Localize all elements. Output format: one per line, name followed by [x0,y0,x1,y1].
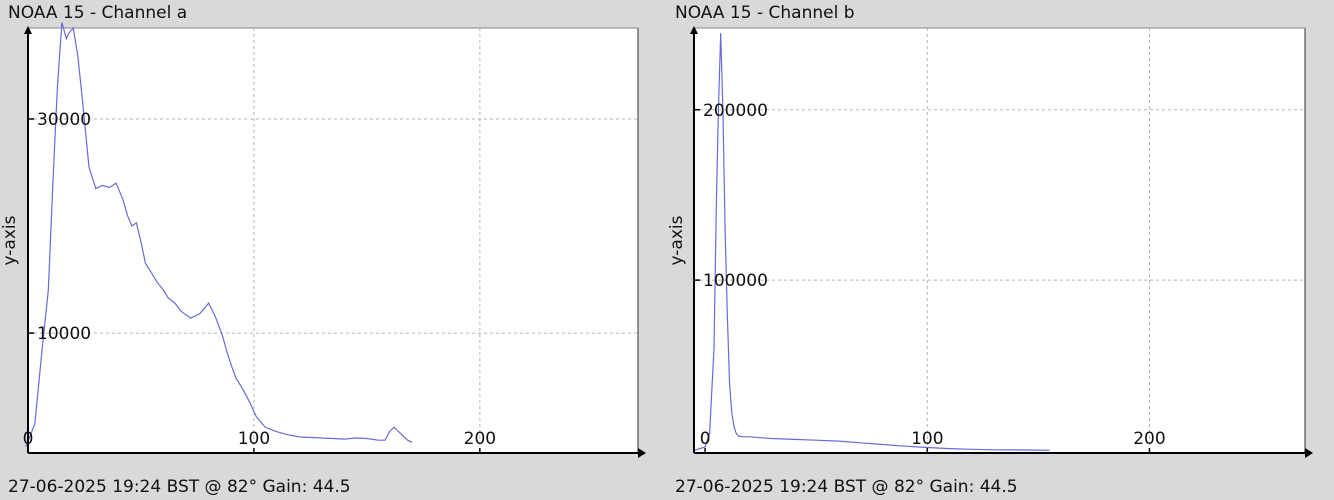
chart-title: NOAA 15 - Channel b [675,3,855,23]
y-axis-arrow [690,26,698,34]
chart-title: NOAA 15 - Channel a [8,3,188,23]
y-tick-label: 30000 [37,110,91,130]
x-tick-label: 100 [911,429,943,449]
chart-footer: 27-06-2025 19:24 BST @ 82° Gain: 44.5 [675,477,1018,497]
x-tick-label: 100 [238,429,270,449]
x-axis-arrow [638,448,646,458]
y-tick-label: 200000 [703,101,768,121]
y-tick-label: 10000 [37,324,91,344]
plot-area-b: 0 100 200 100000 200000 y-axis [667,26,1313,458]
chart-footer: 27-06-2025 19:24 BST @ 82° Gain: 44.5 [8,477,351,497]
x-tick-label: 200 [1133,429,1165,449]
x-tick-label: 0 [23,429,34,449]
y-axis-label: y-axis [0,215,20,265]
y-tick-label: 100000 [703,271,768,291]
chart-panel-b: NOAA 15 - Channel b 0 100 200 100000 200000 y… [667,0,1334,500]
y-axis-label: y-axis [667,215,687,265]
data-series-line [693,33,1050,451]
plot-background [694,28,1305,453]
data-series-line [25,22,413,447]
x-tick-label: 200 [464,429,496,449]
chart-panel-a: NOAA 15 - Channel a 0 100 200 10000 30000 y-a… [0,0,660,500]
plot-area-a: 0 100 200 10000 30000 y-axis [0,22,646,458]
y-axis-arrow [24,26,32,34]
x-tick-label: 0 [700,429,711,449]
plot-background [28,28,638,453]
x-axis-arrow [1305,448,1313,458]
